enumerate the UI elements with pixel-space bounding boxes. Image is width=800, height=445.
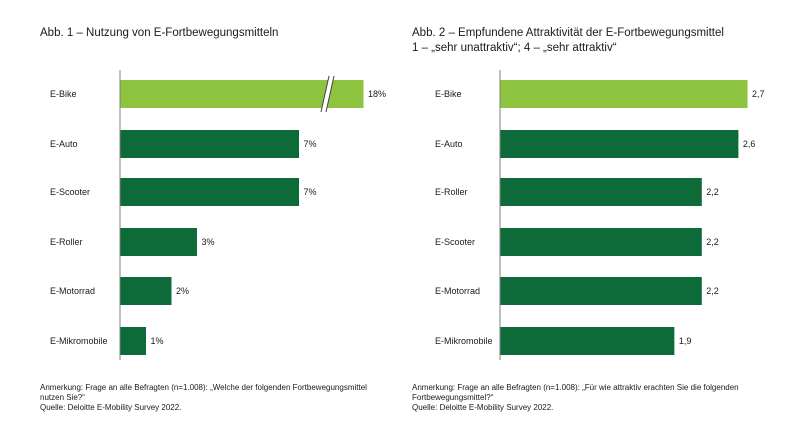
chart1-value-label: 3% [202,237,215,247]
chart1-value-label: 7% [304,187,317,197]
chart2-category-label: E-Auto [435,139,463,149]
chart2-subtitle: 1 – „sehr unattraktiv“; 4 – „sehr attrak… [412,42,617,54]
chart2-source: Quelle: Deloitte E-Mobility Survey 2022. [412,403,554,412]
chart2-bar-e-motorrad [500,277,702,305]
chart1-bar-e-auto [120,130,299,158]
chart1-note: Anmerkung: Frage an alle Befragten (n=1.… [40,383,367,402]
chart1-category-label: E-Scooter [50,187,90,197]
chart2-category-label: E-Scooter [435,237,475,247]
chart1-value-label: 1% [151,336,164,346]
chart1-bar-e-mikromobile [120,327,146,355]
chart2-bar-e-bike [500,80,748,108]
chart1-value-label: 2% [176,286,189,296]
chart1-source: Quelle: Deloitte E-Mobility Survey 2022. [40,403,182,412]
chart1-category-label: E-Motorrad [50,286,95,296]
chart2-footnote: Anmerkung: Frage an alle Befragten (n=1.… [412,383,752,413]
chart2-bar-e-scooter [500,228,702,256]
chart1-bar-e-scooter [120,178,299,206]
chart2-bar-e-roller [500,178,702,206]
chart2-category-label: E-Mikromobile [435,336,493,346]
chart2-note: Anmerkung: Frage an alle Befragten (n=1.… [412,383,739,402]
chart2-value-label: 2,2 [706,237,719,247]
chart1-footnote: Anmerkung: Frage an alle Befragten (n=1.… [40,383,380,413]
chart1-category-label: E-Bike [50,89,77,99]
chart2-bar-e-mikromobile [500,327,675,355]
chart1-category-label: E-Roller [50,237,83,247]
chart2-category-label: E-Bike [435,89,462,99]
chart2-bar-e-auto [500,130,739,158]
chart2-value-label: 2,2 [706,286,719,296]
chart1-category-label: E-Mikromobile [50,336,108,346]
chart1-bar-e-motorrad [120,277,172,305]
chart1-value-label: 7% [304,139,317,149]
chart1-bar-e-roller [120,228,197,256]
chart1-axis-break-line-left [320,75,330,113]
chart1-axis-break-line-right [325,75,335,113]
chart2-value-label: 1,9 [679,336,692,346]
chart1-category-label: E-Auto [50,139,78,149]
chart2-title: Abb. 2 – Empfundene Attraktivität der E-… [412,27,724,39]
chart2-category-label: E-Roller [435,187,468,197]
chart2-category-label: E-Motorrad [435,286,480,296]
chart2-value-label: 2,2 [706,187,719,197]
chart1-title: Abb. 1 – Nutzung von E-Fortbewegungsmitt… [40,27,279,39]
chart1-value-label: 18% [368,89,386,99]
chart1-axis-break-gap [321,76,334,112]
chart2-value-label: 2,7 [752,89,765,99]
chart2-value-label: 2,6 [743,139,756,149]
